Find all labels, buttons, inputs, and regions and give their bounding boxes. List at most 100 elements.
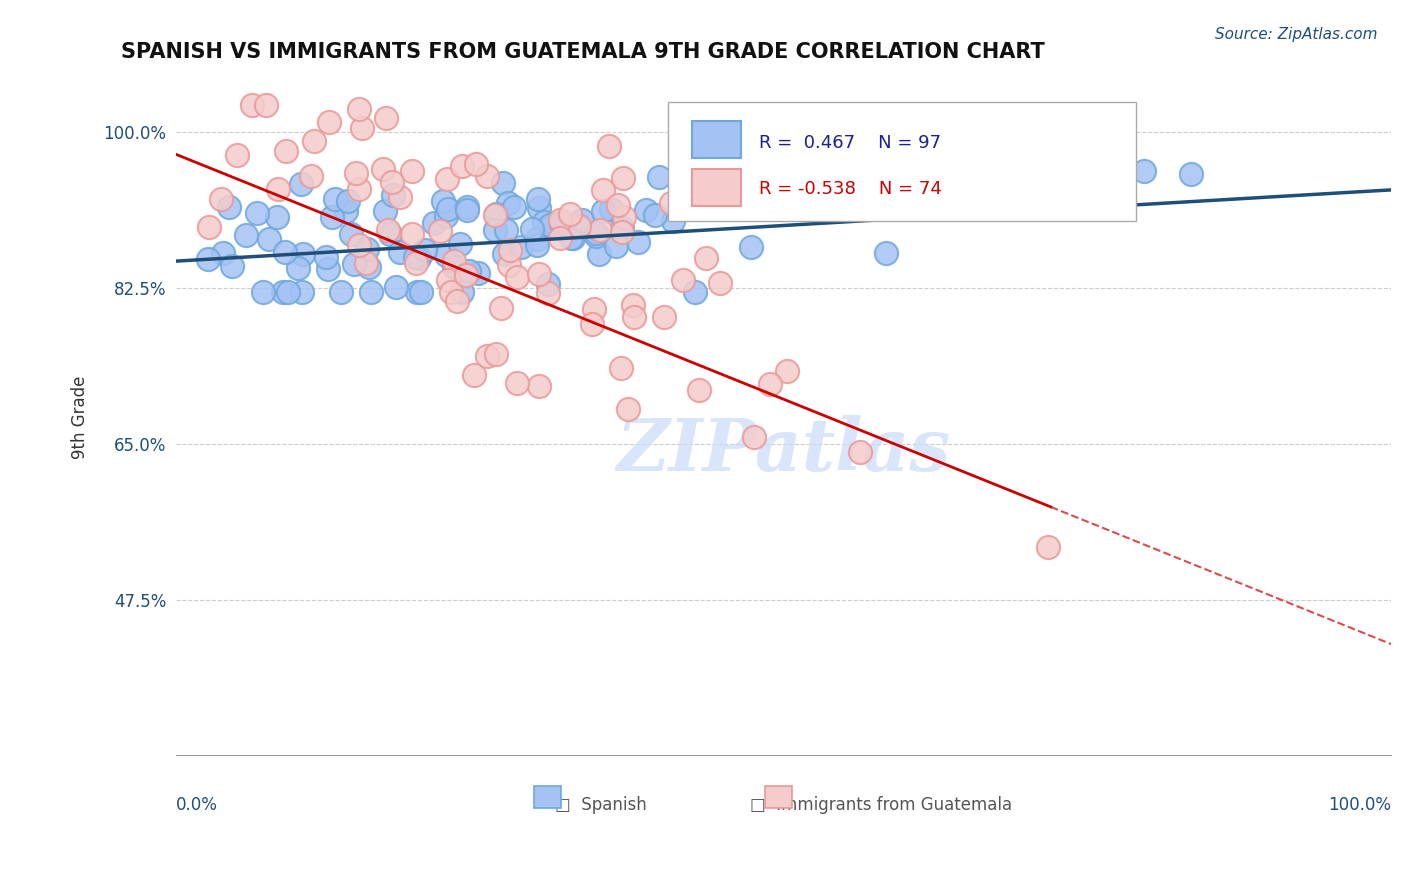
- Point: [605, 239, 627, 253]
- Point: [373, 161, 395, 176]
- Y-axis label: 9th Grade: 9th Grade: [72, 376, 89, 458]
- Point: [318, 114, 340, 128]
- Point: [315, 250, 337, 264]
- Point: [924, 129, 946, 144]
- Point: [477, 169, 499, 184]
- Point: [537, 285, 560, 300]
- Point: [759, 377, 782, 392]
- Point: [612, 170, 634, 185]
- Point: [520, 222, 543, 236]
- Point: [271, 285, 294, 300]
- Point: [695, 251, 717, 265]
- Point: [526, 238, 548, 252]
- Point: [688, 383, 710, 397]
- Point: [814, 155, 837, 169]
- Point: [375, 111, 398, 125]
- Point: [492, 247, 515, 261]
- Point: [436, 273, 458, 287]
- Point: [672, 273, 695, 287]
- Point: [450, 285, 472, 300]
- Point: [465, 157, 488, 171]
- Point: [454, 268, 477, 282]
- Text: R =  0.467    N = 97: R = 0.467 N = 97: [759, 134, 941, 152]
- Point: [548, 231, 571, 245]
- Point: [291, 285, 314, 300]
- Point: [377, 223, 399, 237]
- Point: [323, 193, 346, 207]
- Point: [429, 224, 451, 238]
- Point: [560, 230, 582, 244]
- Point: [343, 257, 366, 271]
- Point: [443, 253, 465, 268]
- Point: [610, 361, 633, 376]
- Point: [221, 260, 243, 274]
- Point: [740, 240, 762, 254]
- Point: [485, 207, 508, 221]
- Point: [1036, 540, 1059, 554]
- Point: [489, 301, 512, 315]
- Bar: [534, 787, 561, 808]
- Point: [659, 196, 682, 211]
- Point: [240, 98, 263, 112]
- Point: [266, 211, 288, 225]
- Point: [267, 182, 290, 196]
- Point: [290, 177, 312, 191]
- Point: [538, 218, 561, 232]
- Point: [484, 208, 506, 222]
- Point: [299, 169, 322, 183]
- Point: [592, 203, 614, 218]
- Point: [458, 264, 481, 278]
- Point: [550, 216, 572, 230]
- Point: [621, 298, 644, 312]
- Point: [413, 244, 436, 258]
- Point: [485, 347, 508, 361]
- Point: [344, 166, 367, 180]
- Point: [450, 159, 472, 173]
- Point: [335, 204, 357, 219]
- Point: [440, 285, 463, 299]
- Bar: [692, 121, 741, 159]
- Point: [581, 317, 603, 331]
- Point: [683, 285, 706, 300]
- Point: [634, 202, 657, 217]
- Point: [527, 192, 550, 206]
- Point: [617, 402, 640, 417]
- Point: [409, 285, 432, 300]
- Point: [329, 285, 352, 300]
- Point: [537, 277, 560, 291]
- Point: [585, 229, 607, 244]
- Point: [381, 175, 404, 189]
- Point: [751, 192, 773, 206]
- Point: [776, 364, 799, 378]
- Point: [495, 223, 517, 237]
- Point: [382, 188, 405, 202]
- Point: [475, 349, 498, 363]
- Point: [589, 223, 612, 237]
- Point: [209, 192, 232, 206]
- Point: [384, 280, 406, 294]
- Point: [585, 226, 607, 240]
- Text: R = -0.538    N = 74: R = -0.538 N = 74: [759, 180, 942, 198]
- Point: [226, 148, 249, 162]
- Point: [316, 262, 339, 277]
- Point: [588, 247, 610, 261]
- Point: [347, 238, 370, 252]
- Text: Source: ZipAtlas.com: Source: ZipAtlas.com: [1215, 27, 1378, 42]
- Point: [212, 246, 235, 260]
- Point: [571, 212, 593, 227]
- Point: [274, 244, 297, 259]
- Point: [690, 161, 713, 176]
- Point: [568, 219, 591, 234]
- Point: [359, 260, 381, 275]
- Point: [374, 204, 396, 219]
- Point: [499, 243, 522, 257]
- FancyBboxPatch shape: [668, 103, 1136, 220]
- Point: [533, 215, 555, 229]
- Point: [610, 225, 633, 239]
- Point: [349, 182, 371, 196]
- Point: [526, 232, 548, 246]
- Point: [434, 247, 457, 261]
- Point: [408, 252, 430, 266]
- Point: [218, 201, 240, 215]
- Point: [623, 310, 645, 324]
